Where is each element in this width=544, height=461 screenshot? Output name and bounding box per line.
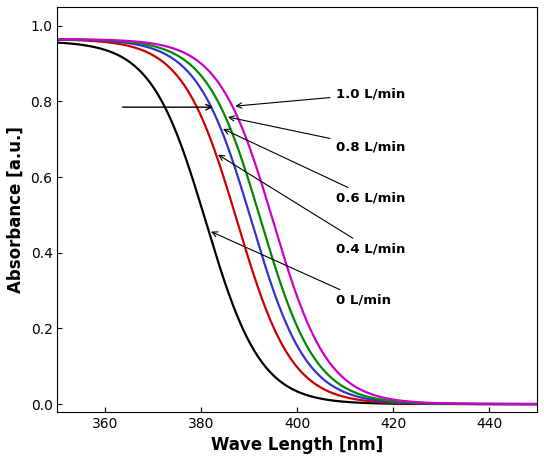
Y-axis label: Absorbance [a.u.]: Absorbance [a.u.] (7, 126, 25, 293)
Text: 0.6 L/min: 0.6 L/min (224, 129, 405, 204)
Text: 0.4 L/min: 0.4 L/min (219, 155, 405, 255)
Text: 1.0 L/min: 1.0 L/min (237, 88, 405, 108)
X-axis label: Wave Length [nm]: Wave Length [nm] (211, 436, 384, 454)
Text: 0.8 L/min: 0.8 L/min (229, 116, 405, 154)
Text: 0 L/min: 0 L/min (212, 232, 391, 307)
